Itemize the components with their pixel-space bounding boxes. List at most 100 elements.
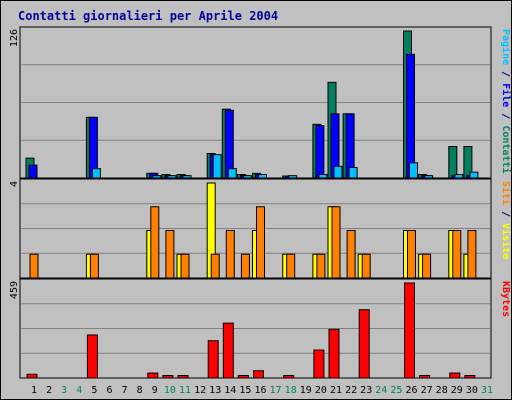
bar-pages-pagine-day-29	[454, 174, 464, 179]
bar-kbytes-kbytes-day-27	[419, 375, 431, 379]
x-tick-label-day-13: 13	[209, 385, 221, 396]
bar-pages-pagine-day-14	[227, 168, 237, 179]
bar-sites-siti-day-20	[316, 253, 326, 279]
legend-entry-pages-0: Pagine	[500, 29, 512, 65]
bar-kbytes-kbytes-day-1	[26, 373, 38, 379]
legend-entry-kbytes-0: KBytes	[500, 281, 511, 317]
x-tick-label-day-31: 31	[481, 385, 493, 396]
x-tick-label-day-19: 19	[300, 385, 312, 396]
x-tick-label-day-22: 22	[345, 385, 357, 396]
chart-title: Contatti giornalieri per Aprile 2004	[18, 9, 278, 23]
bar-sites-siti-day-11	[180, 253, 190, 279]
legend-entry-sites-2: Visite	[500, 223, 512, 259]
bar-kbytes-kbytes-day-20	[313, 349, 325, 379]
bar-kbytes-kbytes-day-14	[222, 322, 234, 379]
bar-pages-pagine-day-18	[288, 175, 298, 179]
bar-pages-pagine-day-15	[242, 175, 252, 179]
bar-sites-siti-day-26	[407, 230, 416, 279]
bar-pages-pagine-day-21	[333, 165, 343, 179]
bar-pages-pagine-day-22	[348, 167, 358, 179]
legend-entry-pages-2: File	[500, 83, 512, 107]
x-tick-label-day-26: 26	[405, 385, 417, 396]
bar-kbytes-kbytes-day-26	[404, 282, 415, 379]
legend-entry-pages-3: /	[500, 107, 511, 125]
legend-entry-pages-4: Contatti	[500, 125, 512, 173]
x-tick-label-day-16: 16	[254, 385, 266, 396]
x-tick-label-day-1: 1	[31, 385, 37, 396]
max-label-kbytes: 459	[9, 281, 20, 299]
bar-sites-siti-day-22	[346, 230, 356, 279]
bar-sites-siti-day-15	[240, 253, 250, 279]
bar-pages-pagine-day-5	[91, 168, 101, 179]
bar-sites-siti-day-21	[331, 206, 341, 279]
x-tick-label-day-14: 14	[224, 385, 236, 396]
bar-pages-pagine-day-27	[424, 175, 434, 179]
bar-kbytes-kbytes-day-21	[328, 328, 340, 379]
x-tick-label-day-2: 2	[46, 385, 52, 396]
x-tick-label-day-11: 11	[179, 385, 191, 396]
bar-sites-siti-day-16	[256, 206, 265, 279]
max-label-sites: 4	[9, 181, 20, 187]
legend-pages: Pagine / File / Contatti	[500, 29, 512, 174]
x-tick-label-day-18: 18	[285, 385, 297, 396]
bar-kbytes-kbytes-day-29	[449, 372, 461, 379]
bar-kbytes-kbytes-day-5	[86, 334, 98, 379]
bar-sites-siti-day-23	[361, 253, 371, 279]
bar-pages-pagine-day-9	[152, 175, 162, 179]
x-tick-label-day-29: 29	[451, 385, 463, 396]
legend-entry-sites-0: Siti	[500, 181, 512, 205]
bar-pages-pagine-day-30	[469, 171, 479, 179]
bar-kbytes-kbytes-day-15	[237, 375, 249, 379]
x-tick-label-day-9: 9	[152, 385, 158, 396]
bar-pages-file-day-20	[315, 125, 325, 179]
x-tick-label-day-17: 17	[270, 385, 282, 396]
bar-sites-siti-day-1	[29, 253, 39, 279]
bar-pages-pagine-day-20	[318, 174, 328, 179]
x-tick-label-day-4: 4	[76, 385, 82, 396]
x-tick-label-day-28: 28	[436, 385, 448, 396]
x-tick-label-day-8: 8	[137, 385, 143, 396]
x-tick-label-day-30: 30	[466, 385, 478, 396]
bar-kbytes-kbytes-day-23	[358, 309, 370, 379]
x-tick-label-day-23: 23	[360, 385, 372, 396]
x-tick-label-day-5: 5	[91, 385, 97, 396]
bar-pages-pagine-day-26	[409, 162, 418, 179]
bar-sites-siti-day-18	[286, 253, 296, 279]
bar-sites-siti-day-14	[225, 230, 235, 279]
bar-sites-siti-day-29	[452, 230, 462, 279]
bar-kbytes-kbytes-day-13	[207, 340, 219, 379]
bar-kbytes-kbytes-day-9	[147, 372, 159, 379]
bar-kbytes-kbytes-day-16	[253, 370, 264, 379]
max-label-pages: 126	[9, 29, 20, 47]
legend-sites: Siti / Visite	[500, 181, 512, 259]
bar-sites-siti-day-27	[422, 253, 432, 279]
bar-pages-pagine-day-10	[167, 175, 177, 179]
x-tick-label-day-6: 6	[106, 385, 112, 396]
bar-pages-pagine-day-16	[258, 174, 267, 179]
x-tick-label-day-15: 15	[239, 385, 251, 396]
bar-pages-file-day-14	[224, 109, 234, 179]
bar-sites-siti-day-30	[467, 230, 477, 279]
bar-sites-siti-day-9	[150, 206, 160, 279]
bar-sites-siti-day-5	[89, 253, 99, 279]
legend-entry-pages-1: /	[500, 65, 511, 83]
legend-kbytes: KBytes	[500, 281, 511, 317]
x-tick-label-day-10: 10	[164, 385, 176, 396]
bar-pages-file-day-26	[406, 53, 415, 179]
bar-kbytes-kbytes-day-10	[162, 375, 174, 379]
bar-pages-pagine-day-13	[212, 154, 222, 179]
x-tick-label-day-12: 12	[194, 385, 206, 396]
bar-pages-pagine-day-11	[182, 175, 192, 179]
bar-sites-siti-day-13	[210, 253, 220, 279]
x-tick-label-day-27: 27	[421, 385, 433, 396]
x-tick-label-day-7: 7	[122, 385, 128, 396]
bar-kbytes-kbytes-day-30	[464, 375, 476, 379]
x-tick-label-day-3: 3	[61, 385, 67, 396]
legend-entry-sites-1: /	[500, 205, 511, 223]
x-tick-label-day-25: 25	[390, 385, 402, 396]
bar-kbytes-kbytes-day-18	[283, 375, 295, 379]
x-tick-label-day-20: 20	[315, 385, 327, 396]
bar-pages-file-day-1	[28, 164, 38, 179]
bar-sites-siti-day-10	[165, 230, 175, 279]
